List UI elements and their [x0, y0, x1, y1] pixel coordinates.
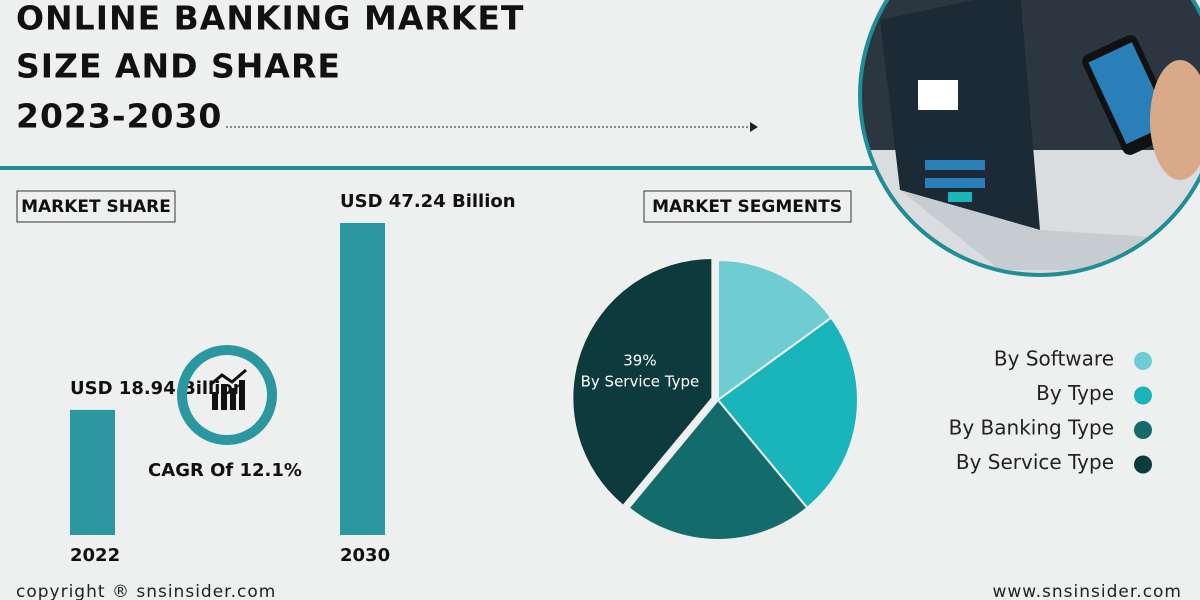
legend-label: By Software: [994, 347, 1114, 371]
badge: MARKET SEGMENTS: [652, 197, 842, 217]
legend-label: By Type: [1036, 381, 1114, 405]
badge: MARKET SHARE: [21, 197, 171, 217]
cagr-icon: [221, 384, 227, 410]
slice-value: 39%: [623, 351, 656, 369]
bar: [340, 223, 385, 535]
legend-swatch: [1134, 455, 1152, 474]
cagr-icon: [209, 368, 247, 387]
legend-label: By Service Type: [956, 450, 1114, 474]
footer-right: www.snsinsider.com: [992, 582, 1182, 600]
legend-swatch: [1134, 386, 1152, 405]
cagr-icon: [212, 392, 218, 410]
category-label: 2022: [70, 545, 120, 566]
badge-box: [643, 190, 852, 223]
cagr-label: CAGR Of 12.1%: [148, 460, 302, 481]
title-line: SIZE AND SHARE: [16, 47, 341, 86]
pie-slice: [716, 316, 859, 510]
title-line: ONLINE BANKING MARKET: [16, 0, 524, 38]
legend-swatch: [1134, 421, 1152, 439]
cagr-icon: [239, 380, 245, 410]
category-label: 2030: [340, 545, 390, 566]
slice-name: By Service Type: [581, 372, 700, 390]
footer-left: copyright ® snsinsider.com: [16, 582, 276, 600]
legend-swatch: [1134, 352, 1152, 370]
divider: [0, 166, 880, 170]
bar: [70, 409, 115, 535]
arrow-head: [750, 122, 758, 132]
pie-slice: [571, 256, 714, 508]
pie-slice: [627, 398, 809, 541]
badge-box: [16, 190, 176, 223]
pie-slice: [717, 258, 833, 402]
legend-label: By Banking Type: [949, 416, 1114, 440]
cagr-icon: [230, 388, 236, 410]
value-label: USD 47.24 Billion: [340, 191, 516, 212]
cagr-ring: [177, 345, 277, 445]
title-line: 2023-2030: [16, 97, 222, 136]
value-label: USD 18.94 Billion: [70, 378, 246, 399]
